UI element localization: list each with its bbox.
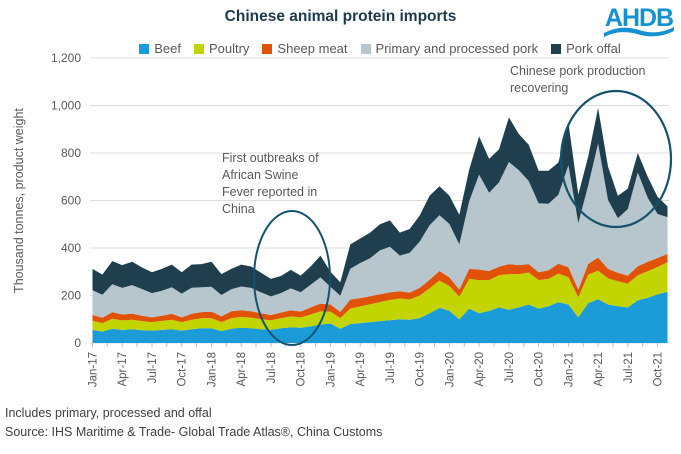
svg-text:Jan-19: Jan-19 xyxy=(325,352,337,387)
svg-text:Apr-18: Apr-18 xyxy=(236,352,248,387)
svg-text:Jul-17: Jul-17 xyxy=(147,352,159,383)
svg-text:Jul-19: Jul-19 xyxy=(385,352,397,383)
legend-item: Beef xyxy=(139,41,181,56)
svg-text:Jul-21: Jul-21 xyxy=(623,352,635,383)
legend-swatch-icon xyxy=(262,43,273,54)
svg-text:Oct-20: Oct-20 xyxy=(534,352,546,387)
legend-label: Poultry xyxy=(208,41,250,56)
svg-text:400: 400 xyxy=(61,241,81,255)
legend-item: Sheep meat xyxy=(262,41,348,56)
annotation-asf: First outbreaks of African Swine Fever r… xyxy=(222,151,319,216)
svg-text:Oct-18: Oct-18 xyxy=(296,352,308,387)
legend-swatch-icon xyxy=(551,43,562,54)
stacked-area-chart: 0 200 400 600 800 1,000 1,200 Jan-17 Apr-17 Jul-1… xyxy=(51,51,673,387)
legend-label: Beef xyxy=(154,41,181,56)
svg-text:Oct-17: Oct-17 xyxy=(177,352,189,387)
legend-item: Primary and processed pork xyxy=(360,41,539,56)
svg-text:200: 200 xyxy=(61,289,81,303)
svg-text:Oct-19: Oct-19 xyxy=(415,352,427,387)
legend-label: Primary and processed pork xyxy=(375,41,539,56)
legend-swatch-icon xyxy=(193,43,204,54)
svg-text:600: 600 xyxy=(61,194,81,208)
svg-text:Jan-21: Jan-21 xyxy=(563,352,575,387)
page-title: Chinese animal protein imports xyxy=(224,8,457,25)
svg-text:Jan-20: Jan-20 xyxy=(444,352,456,387)
chart-legend: Beef Poultry Sheep meat Primary and process… xyxy=(85,41,675,56)
ahdb-logo: AHDB xyxy=(604,4,674,37)
legend-label: Sheep meat xyxy=(277,41,348,56)
svg-text:Apr-19: Apr-19 xyxy=(355,352,367,387)
annotation-recovery: Chinese pork production recovering xyxy=(510,64,646,95)
svg-text:1,000: 1,000 xyxy=(51,99,81,113)
svg-text:Jul-18: Jul-18 xyxy=(266,352,278,383)
svg-text:Jul-20: Jul-20 xyxy=(504,352,516,383)
legend-item: Poultry xyxy=(193,41,250,56)
svg-text:Oct-21: Oct-21 xyxy=(653,352,665,387)
svg-text:0: 0 xyxy=(74,336,81,350)
svg-text:800: 800 xyxy=(61,146,81,160)
svg-text:1,200: 1,200 xyxy=(51,51,81,65)
svg-text:Apr-17: Apr-17 xyxy=(117,352,129,387)
svg-text:Jan-18: Jan-18 xyxy=(207,352,219,387)
footer-source: Source: IHS Maritime & Trade- Global Tra… xyxy=(5,425,383,439)
svg-text:Apr-21: Apr-21 xyxy=(593,352,605,387)
svg-text:Jan-17: Jan-17 xyxy=(88,352,100,387)
legend-swatch-icon xyxy=(139,43,150,54)
legend-swatch-icon xyxy=(360,43,371,54)
legend-item: Pork offal xyxy=(551,41,621,56)
legend-label: Pork offal xyxy=(566,41,621,56)
ahdb-wave-icon xyxy=(604,27,674,37)
footer-note: Includes primary, processed and offal xyxy=(5,406,212,420)
svg-text:Apr-20: Apr-20 xyxy=(474,352,486,387)
ahdb-logo-text: AHDB xyxy=(605,4,673,32)
